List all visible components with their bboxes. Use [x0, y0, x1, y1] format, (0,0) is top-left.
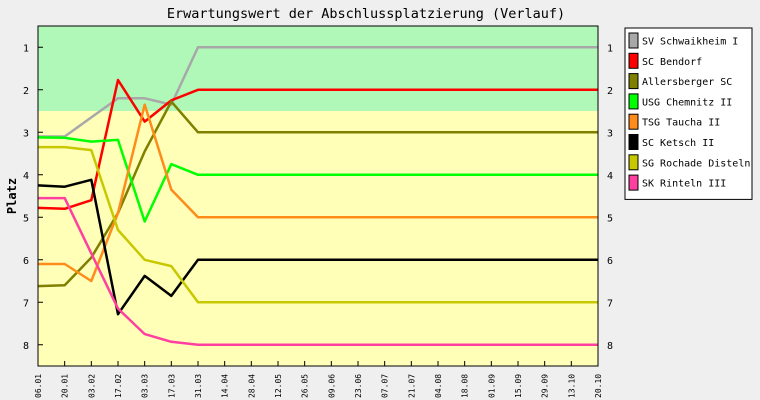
series-line-0 — [38, 46, 598, 138]
y-tick-label: 8 — [607, 341, 613, 352]
x-tick-label: 17.03 — [167, 374, 176, 398]
series-lines — [37, 46, 598, 347]
legend-box — [624, 27, 753, 200]
y-axis-label: Platz — [5, 178, 19, 214]
series-line-6 — [38, 145, 598, 304]
x-tick-label: 09.06 — [327, 374, 336, 398]
x-tick-label: 17.02 — [114, 374, 123, 398]
legend-swatch-6 — [628, 154, 639, 171]
x-tick-label: 18.08 — [461, 374, 470, 398]
x-tick-label: 20.01 — [61, 374, 70, 398]
y-tick-labels-right: 1 2 3 4 5 6 7 8 — [607, 43, 613, 352]
x-tick-label: 13.10 — [567, 374, 576, 398]
y-tick-label: 4 — [23, 171, 29, 182]
legend-swatch-0 — [628, 32, 639, 49]
x-tick-label: 03.03 — [141, 374, 150, 398]
chart-title: Erwartungswert der Abschlussplatzierung … — [167, 6, 565, 22]
legend-swatch-7 — [628, 174, 639, 191]
x-tick-label: 21.07 — [407, 374, 416, 398]
x-tick-label: 03.02 — [87, 374, 96, 398]
y-tick-label: 5 — [607, 213, 613, 224]
legend-label-5: SC Ketsch II — [642, 138, 714, 149]
background-band-0 — [38, 26, 598, 111]
x-tick-label: 26.05 — [301, 374, 310, 398]
x-tick-label: 29.09 — [541, 374, 550, 398]
x-tick-label: 28.04 — [247, 374, 256, 398]
y-tick-labels-left: 1 2 3 4 5 6 7 8 — [23, 43, 29, 352]
legend-swatch-1 — [628, 52, 639, 69]
x-tick-label: 01.09 — [487, 374, 496, 398]
series-line-1 — [37, 78, 598, 211]
background-band-1 — [38, 111, 598, 366]
series-line-7 — [38, 196, 598, 347]
legend-swatch-3 — [628, 93, 639, 110]
legend-label-3: USG Chemnitz II — [642, 97, 732, 108]
legend-swatch-2 — [628, 73, 639, 90]
x-tick-label: 20.10 — [594, 374, 603, 398]
y-tick-label: 3 — [607, 128, 613, 139]
y-tick-label: 3 — [23, 128, 29, 139]
x-tick-label: 06.01 — [34, 374, 43, 398]
y-tick-label: 6 — [23, 256, 29, 267]
y-tick-label: 1 — [23, 43, 29, 54]
x-tick-label: 14.04 — [221, 374, 230, 398]
y-tick-label: 1 — [607, 43, 613, 54]
series-line-5 — [37, 178, 598, 316]
x-tick-label: 04.08 — [434, 374, 443, 398]
legend-swatch-5 — [628, 134, 639, 150]
legend-label-4: TSG Taucha II — [642, 118, 720, 129]
legend-label-2: Allersberger SC — [642, 77, 732, 88]
legend-label-6: SG Rochade Disteln — [642, 158, 750, 169]
plot-frame — [37, 25, 599, 367]
x-tick-label: 31.03 — [194, 374, 203, 398]
y-tick-label: 5 — [23, 213, 29, 224]
series-line-4 — [38, 103, 598, 283]
y-tick-label: 4 — [607, 171, 613, 182]
background-bands — [38, 26, 598, 366]
y-tick-label: 2 — [607, 86, 613, 97]
y-tick-label: 7 — [23, 298, 29, 309]
y-tick-label: 7 — [607, 298, 613, 309]
y-tick-label: 2 — [23, 86, 29, 97]
legend-label-0: SV Schwaikheim I — [642, 37, 738, 48]
series-line-3 — [37, 136, 598, 223]
x-tick-label: 12.05 — [274, 374, 283, 398]
legend-label-7: SK Rinteln III — [642, 179, 726, 190]
x-tick-label: 23.06 — [354, 374, 363, 398]
y-tick-label: 6 — [607, 256, 613, 267]
legend-label-1: SC Bendorf — [642, 57, 702, 68]
x-tick-label: 07.07 — [381, 374, 390, 398]
legend-swatch-4 — [628, 113, 639, 130]
x-tick-labels: 06.01 20.01 03.02 17.02 03.03 17.03 31.03 14.04… — [34, 374, 603, 398]
x-tick-label: 15.09 — [514, 374, 523, 398]
legend: SV Schwaikheim I SC Bendorf Allersberger S… — [624, 27, 753, 200]
y-tick-label: 8 — [23, 341, 29, 352]
